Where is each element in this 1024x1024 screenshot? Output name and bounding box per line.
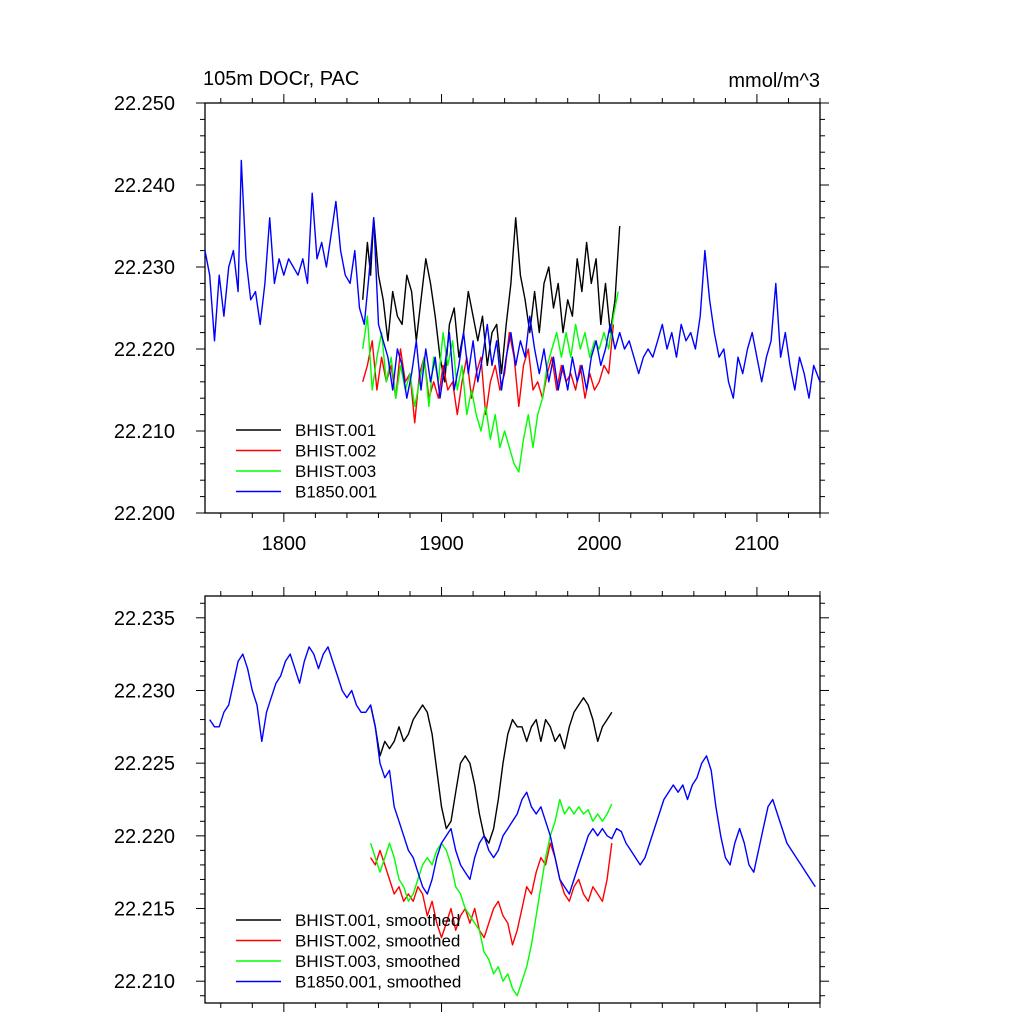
top-chart-panel: 105m DOCr, PAC mmol/m^3 1800 1900 2000 2100… — [114, 68, 829, 555]
bottom-series-line-4 — [209, 646, 816, 895]
top-x-tick-label: 1800 — [262, 533, 307, 555]
top-x-tick-label: 2000 — [577, 533, 622, 555]
top-y-tick-label: 22.230 — [114, 257, 175, 279]
top-series-line-2 — [362, 324, 615, 424]
bottom-legend-label: BHIST.003, smoothed — [295, 952, 460, 971]
bottom-legend-label: BHIST.001, smoothed — [295, 911, 460, 930]
top-x-tick-label: 1900 — [419, 533, 464, 555]
top-y-tick-label: 22.200 — [114, 503, 175, 525]
top-plot-frame — [204, 102, 821, 514]
bottom-y-tick-label: 22.225 — [114, 753, 175, 775]
units-label: mmol/m^3 — [728, 70, 820, 92]
bottom-y-tick-label: 22.215 — [114, 899, 175, 921]
top-legend-label: B1850.001 — [295, 483, 377, 502]
top-y-tick-label: 22.240 — [114, 175, 175, 197]
bottom-y-tick-label: 22.220 — [114, 826, 175, 848]
top-y-tick-label: 22.250 — [114, 93, 175, 115]
bottom-y-tick-label: 22.235 — [114, 608, 175, 630]
top-legend-label: BHIST.003 — [295, 462, 376, 481]
top-y-tick-label: 22.210 — [114, 421, 175, 443]
bottom-chart-panel: 22.210 22.215 22.220 22.225 22.230 22.235 BHIS… — [114, 587, 829, 1012]
bottom-plot-frame — [204, 595, 821, 1004]
bottom-y-tick-label: 22.230 — [114, 680, 175, 702]
bottom-series-line-1 — [369, 697, 613, 844]
top-x-tick-label: 2100 — [735, 533, 780, 555]
bottom-legend-label: BHIST.002, smoothed — [295, 932, 460, 951]
top-legend-label: BHIST.002 — [295, 442, 376, 461]
bottom-y-tick-label: 22.210 — [114, 971, 175, 993]
bottom-series-line-3 — [369, 798, 613, 997]
top-legend-label: BHIST.001 — [295, 421, 376, 440]
chart-title: 105m DOCr, PAC — [203, 68, 359, 90]
top-series-line-4 — [204, 159, 821, 399]
bottom-legend-label: B1850.001, smoothed — [295, 973, 461, 992]
top-y-tick-label: 22.220 — [114, 339, 175, 361]
